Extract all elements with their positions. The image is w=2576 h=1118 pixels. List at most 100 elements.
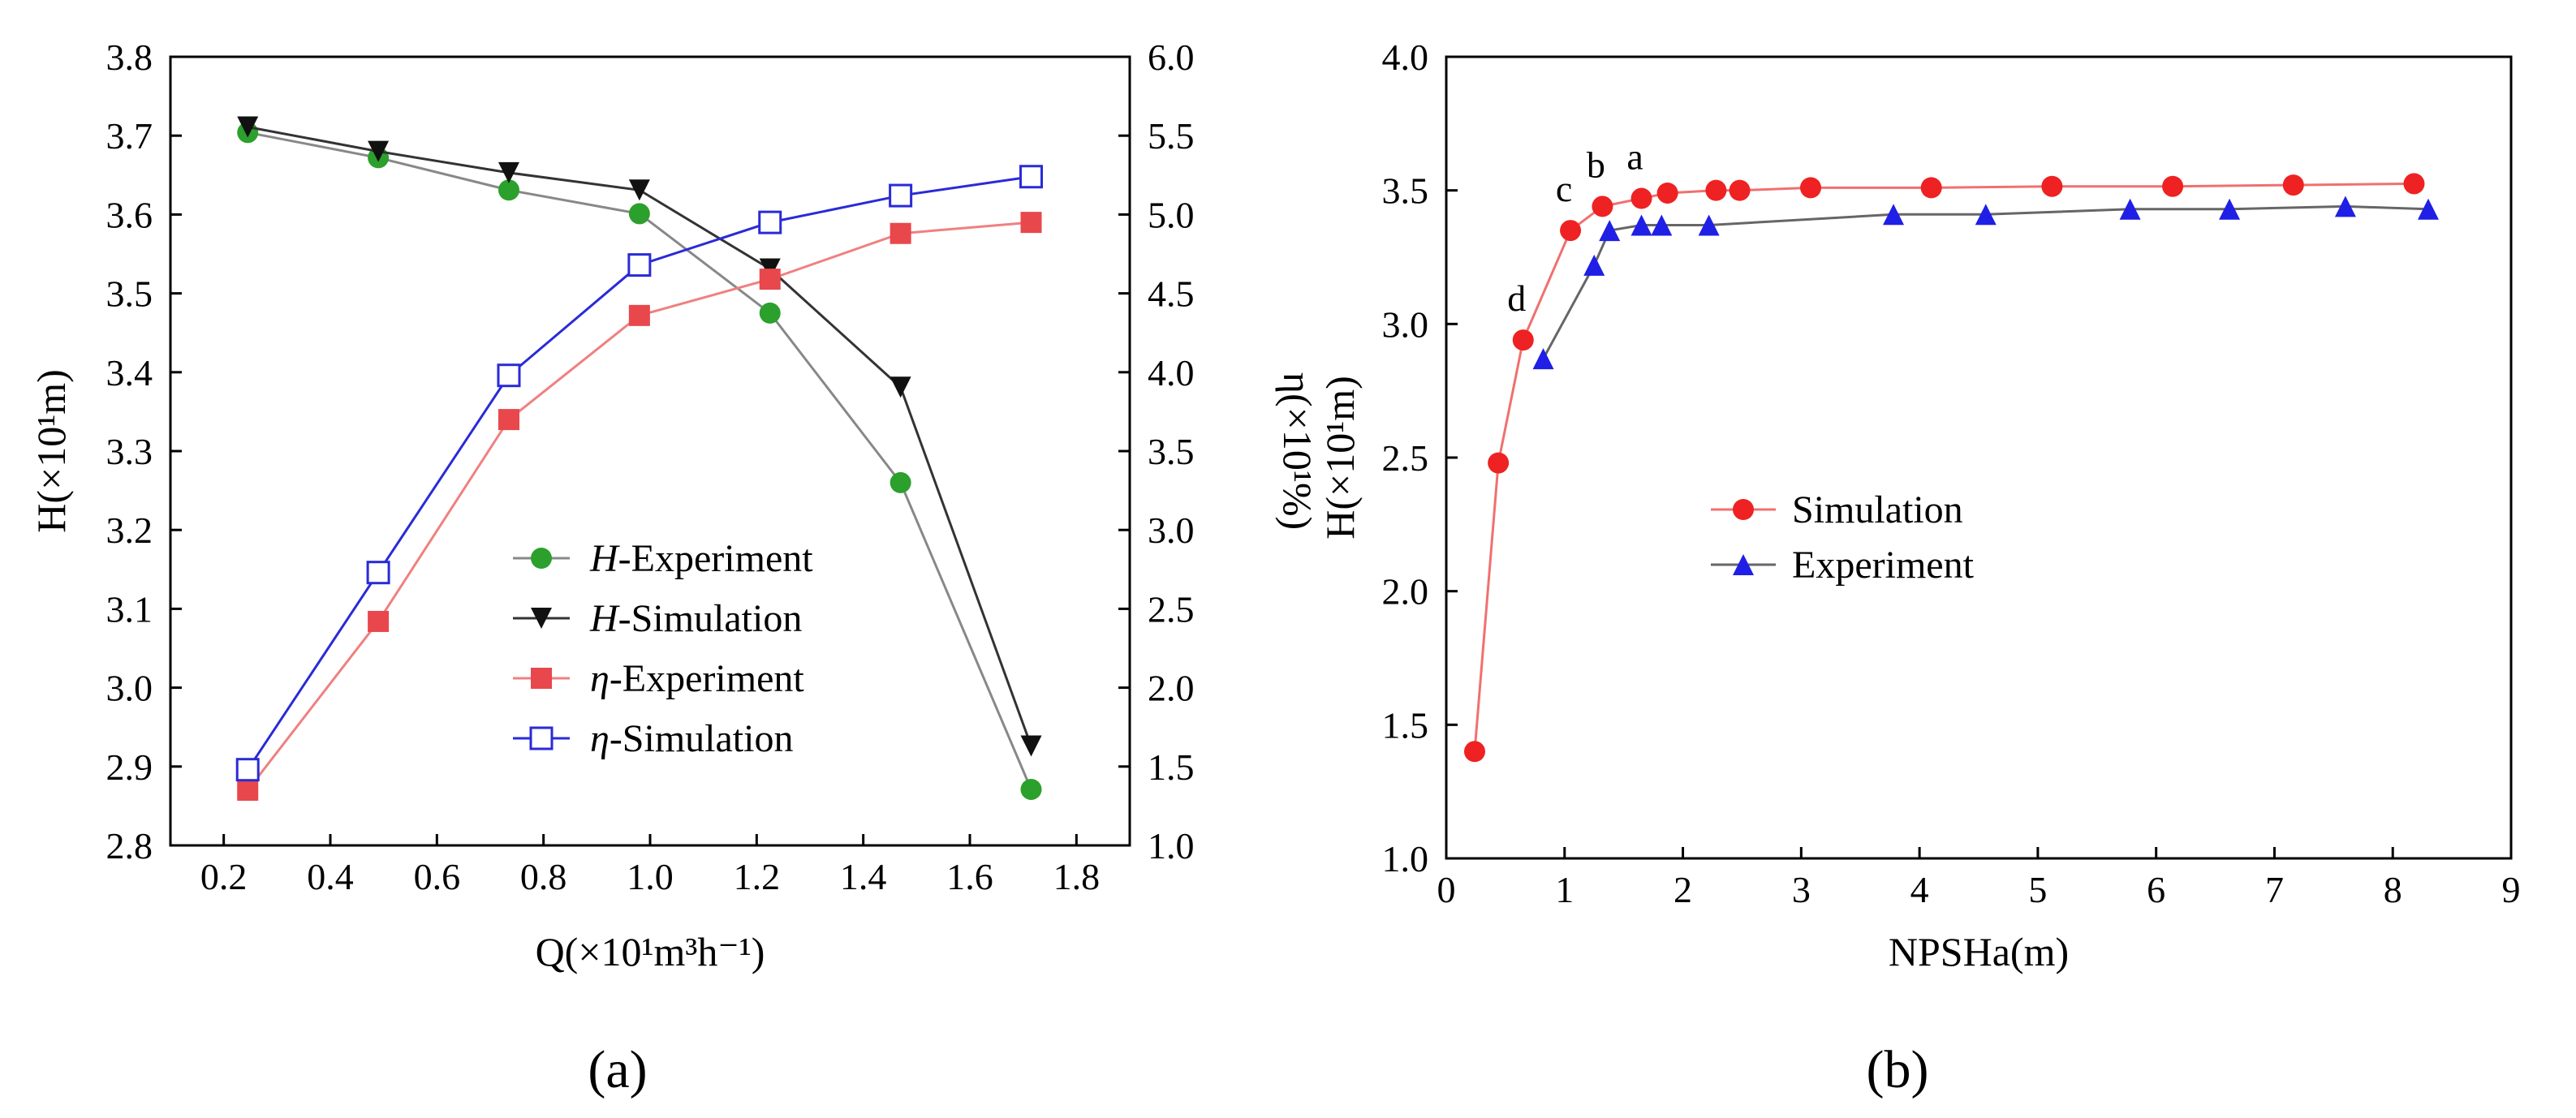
panel-b-y-tick-label: 1.5 xyxy=(1382,704,1429,746)
panel-b-x-ticks: 0 1 2 3 4 5 6 7 8 9 xyxy=(1437,847,2521,910)
panel-b-experiment-line xyxy=(1542,204,2429,359)
chart-panel-b: 0 1 2 3 4 5 6 7 8 9 1.0 1.5 2.0 2.5 3.0 3.5 4.0 abc d Si… xyxy=(1317,37,2521,1099)
panel-a-h-experiment-point xyxy=(890,471,911,493)
panel-a-x-tick-label: 1.6 xyxy=(946,856,993,897)
panel-a-label: (a) xyxy=(588,1040,647,1099)
panel-a-series xyxy=(235,116,1044,801)
panel-a-experiment-point xyxy=(498,409,519,431)
panel-a-legend: H-ExperimentH-Simulationη-Experimentη-Si… xyxy=(513,537,813,760)
panel-a-x-tick-label: 0.2 xyxy=(200,856,248,897)
panel-b-simulation-point xyxy=(1729,179,1751,201)
panel-b-legend-marker-simulation xyxy=(1733,499,1754,520)
panel-a-legend-marker-experiment xyxy=(531,668,552,689)
panel-b-experiment-point xyxy=(1583,254,1605,276)
panel-a-legend-text: -Simulation xyxy=(610,717,794,760)
panel-b-simulation-point xyxy=(1488,452,1510,474)
panel-a-h-simulation-point xyxy=(890,376,911,398)
panel-a-h-experiment-point xyxy=(1020,778,1042,800)
panel-b-y-tick-label: 3.5 xyxy=(1382,170,1429,212)
panel-a-y-right-tick-label: 5.5 xyxy=(1148,115,1195,157)
panel-a-x-tick-label: 0.6 xyxy=(414,856,461,897)
panel-b-y-tick-label: 3.0 xyxy=(1382,303,1429,345)
panel-a-simulation-point xyxy=(366,561,390,585)
panel-a-h-experiment-point xyxy=(498,179,519,201)
panel-a-legend-text: -Experiment xyxy=(618,537,814,580)
panel-b-experiment-point xyxy=(1532,348,1554,370)
panel-b-experiment-point xyxy=(1651,214,1673,236)
panel-a-y-right-tick-label: 1.0 xyxy=(1148,825,1195,866)
panel-a-simulation-point xyxy=(889,183,913,208)
panel-a-y-left-tick-label: 2.8 xyxy=(106,825,153,866)
panel-a-legend-label-h-experiment: H-Experiment xyxy=(589,537,813,580)
panel-b-simulation-point xyxy=(1920,177,1942,199)
panel-b-plot-frame xyxy=(1445,55,2513,860)
panel-a-x-ticks: 0.2 0.4 0.6 0.8 1.0 1.2 1.4 1.6 1.8 xyxy=(200,834,1100,897)
panel-a-legend-marker-simulation xyxy=(529,726,554,750)
panel-a-h-simulation-point xyxy=(368,140,390,162)
panel-b-y-ticks: 1.0 1.5 2.0 2.5 3.0 3.5 4.0 xyxy=(1382,37,1458,879)
panel-b-x-tick-label: 7 xyxy=(2265,869,2284,910)
panel-a-y-right-tick-label: 4.5 xyxy=(1148,273,1195,315)
panel-b-x-tick-label: 0 xyxy=(1437,869,1456,910)
panel-b-legend: Simulation Experiment xyxy=(1711,488,1975,587)
panel-a-experiment-point xyxy=(890,222,911,244)
panel-b-simulation-point xyxy=(2282,174,2304,196)
panel-a-x-tick-label: 1.8 xyxy=(1053,856,1101,897)
panel-a-experiment-point xyxy=(368,610,390,632)
panel-a-simulation-point xyxy=(627,253,652,277)
chart-panel-a: 0.2 0.4 0.6 0.8 1.0 1.2 1.4 1.6 1.8 2.8 2.9 3.0 3.1… xyxy=(28,37,1320,1099)
panel-a-legend-label-h-simulation: H-Simulation xyxy=(589,597,802,640)
panel-a-y-left-tick-label: 3.6 xyxy=(106,194,153,235)
panel-a-simulation-point xyxy=(497,363,521,388)
panel-a-y-left-ticks: 2.8 2.9 3.0 3.1 3.2 3.3 3.4 3.5 3.6 3.7 3.8 xyxy=(106,37,182,866)
panel-b-experiment-point xyxy=(1630,214,1652,236)
panel-b-y-tick-label: 1.0 xyxy=(1382,838,1429,879)
panel-a-simulation-point xyxy=(758,210,782,234)
panel-b-x-tick-label: 3 xyxy=(1792,869,1811,910)
panel-a-legend-marker-h-simulation xyxy=(531,608,552,629)
panel-b-y-tick-label: 4.0 xyxy=(1382,37,1429,78)
panel-a-y-right-tick-label: 5.0 xyxy=(1148,194,1195,235)
panel-a-y-right-ticks: 1.0 1.5 2.0 2.5 3.0 3.5 4.0 4.5 5.0 5.5 6.0 xyxy=(1118,37,1195,866)
panel-a-legend-symbol: η xyxy=(590,657,610,700)
panel-a-experiment-point xyxy=(628,304,650,326)
panel-a-legend-text: -Simulation xyxy=(618,597,803,640)
panel-a-legend-text: -Experiment xyxy=(610,657,805,700)
panel-b-simulation-point xyxy=(2041,175,2063,197)
panel-a-x-tick-label: 1.2 xyxy=(734,856,781,897)
panel-b-experiment-point xyxy=(1599,220,1621,242)
panel-a-y-left-tick-label: 2.9 xyxy=(106,746,153,788)
panel-b-experiment-point xyxy=(1698,214,1720,236)
panel-b-label: (b) xyxy=(1867,1040,1929,1099)
panel-b-x-tick-label: 5 xyxy=(2028,869,2047,910)
panel-b-x-axis-label: NPSHa(m) xyxy=(1889,929,2069,974)
panel-a-y-left-tick-label: 3.0 xyxy=(106,668,153,709)
panel-a-h-experiment-point xyxy=(759,302,781,324)
panel-a-h-simulation-point xyxy=(1020,735,1042,757)
panel-a-legend-symbol: H xyxy=(589,537,620,580)
panel-a-experiment-point xyxy=(237,779,259,801)
panel-a-legend-marker-h-experiment xyxy=(531,548,552,569)
panel-a-x-tick-label: 0.4 xyxy=(307,856,354,897)
panel-b-simulation-point xyxy=(1656,182,1678,204)
panel-a-legend-label-simulation: η-Simulation xyxy=(590,717,793,760)
panel-a-y-left-tick-label: 3.2 xyxy=(106,510,153,551)
panel-a-x-tick-label: 1.0 xyxy=(627,856,674,897)
panel-b-point-annotation: a xyxy=(1626,136,1643,178)
panel-b-x-tick-label: 1 xyxy=(1555,869,1574,910)
panel-b-annotations: abc d xyxy=(1507,136,1643,320)
panel-a-y-left-axis-label: H(×10¹m) xyxy=(28,369,74,533)
panel-b-experiment-point xyxy=(2334,196,2356,217)
panel-b-x-tick-label: 6 xyxy=(2147,869,2165,910)
panel-a-h-experiment-point xyxy=(628,203,650,225)
panel-a-y-left-tick-label: 3.5 xyxy=(106,273,153,315)
panel-b-legend-label-experiment: Experiment xyxy=(1792,544,1975,587)
panel-b-simulation-point xyxy=(1463,741,1485,763)
panel-b-y-tick-label: 2.0 xyxy=(1382,571,1429,613)
panel-b-x-tick-label: 4 xyxy=(1910,869,1929,910)
panel-a-h-simulation-point xyxy=(237,116,259,138)
panel-b-simulation-point xyxy=(1799,177,1821,199)
panel-a-y-left-tick-label: 3.4 xyxy=(106,352,153,393)
panel-a-simulation-point xyxy=(1019,165,1044,189)
